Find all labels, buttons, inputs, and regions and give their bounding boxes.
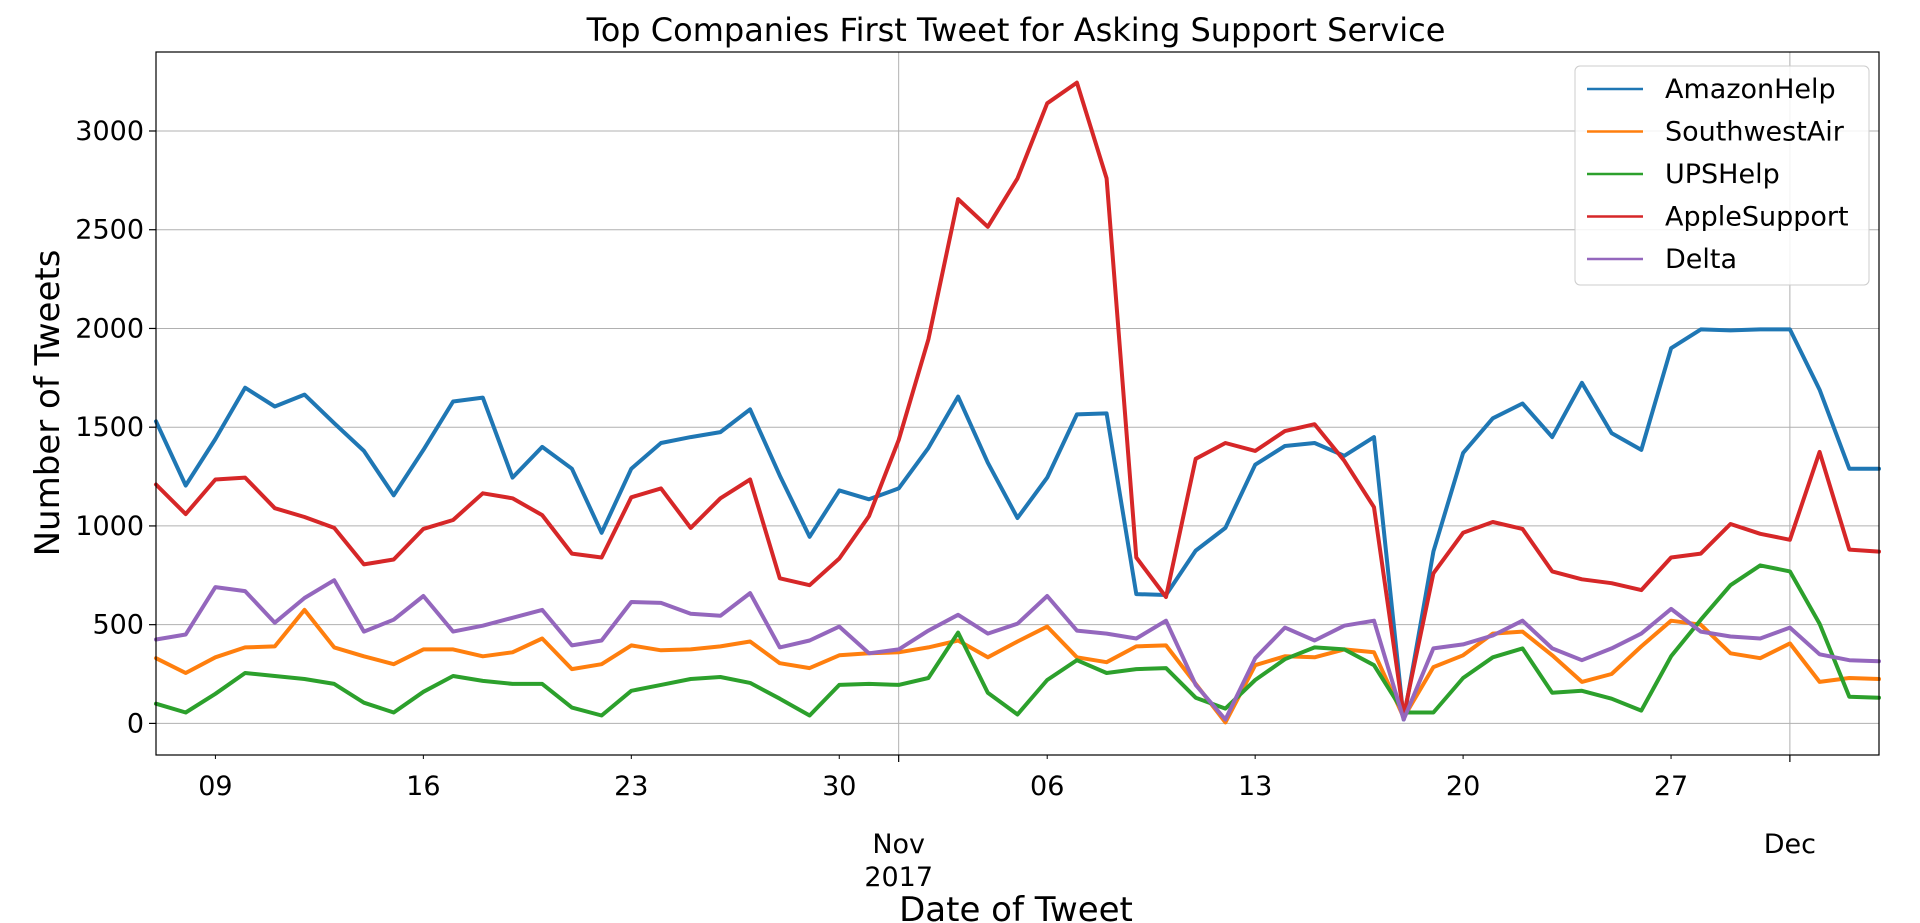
x-minor-tick-label-2: 23 <box>614 771 648 802</box>
x-major-tick-label-1: Dec <box>1764 829 1816 860</box>
x-minor-tick-label-6: 20 <box>1446 771 1480 802</box>
y-axis-label: Number of Tweets <box>28 250 68 557</box>
legend-label-applesupport: AppleSupport <box>1665 202 1849 233</box>
x-major-tick-label-0: Nov <box>872 829 925 860</box>
x-minor-tick-label-5: 13 <box>1238 771 1272 802</box>
y-tick-label-1: 500 <box>92 610 144 641</box>
y-tick-label-6: 3000 <box>75 116 144 147</box>
legend-label-amazonhelp: AmazonHelp <box>1665 74 1836 105</box>
grid <box>156 52 1879 755</box>
x-axis-label: Date of Tweet <box>899 890 1133 923</box>
series-line-delta <box>154 578 1881 722</box>
plot-frame <box>155 51 1880 756</box>
y-axis: 0 500 1000 1500 2000 2500 3000 <box>75 116 156 739</box>
legend-box <box>1574 65 1870 286</box>
y-tick-label-3: 1500 <box>75 412 144 443</box>
series-line-upshelp <box>154 563 1881 718</box>
y-tick-label-0: 0 <box>127 708 144 739</box>
y-tick-label-4: 2000 <box>75 313 144 344</box>
series-line-southwestair <box>154 607 1881 725</box>
legend: AmazonHelp SouthwestAir UPSHelp AppleSuppor… <box>1574 65 1870 286</box>
x-minor-tick-label-1: 16 <box>406 771 440 802</box>
legend-label-delta: Delta <box>1665 244 1737 275</box>
legend-label-southwestair: SouthwestAir <box>1665 117 1845 148</box>
x-minor-tick-label-4: 06 <box>1030 771 1064 802</box>
y-tick-label-2: 1000 <box>75 511 144 542</box>
series-line-amazonhelp <box>154 327 1881 722</box>
x-minor-tick-label-0: 09 <box>198 771 232 802</box>
series-line-applesupport <box>154 80 1881 718</box>
chart-title: Top Companies First Tweet for Asking Sup… <box>586 11 1446 49</box>
x-minor-tick-label-3: 30 <box>822 771 856 802</box>
series-group <box>154 80 1881 725</box>
x-minor-tick-label-7: 27 <box>1654 771 1688 802</box>
x-major-tick-sublabel-0: 2017 <box>864 862 933 893</box>
y-tick-label-5: 2500 <box>75 215 144 246</box>
legend-label-upshelp: UPSHelp <box>1665 159 1780 190</box>
